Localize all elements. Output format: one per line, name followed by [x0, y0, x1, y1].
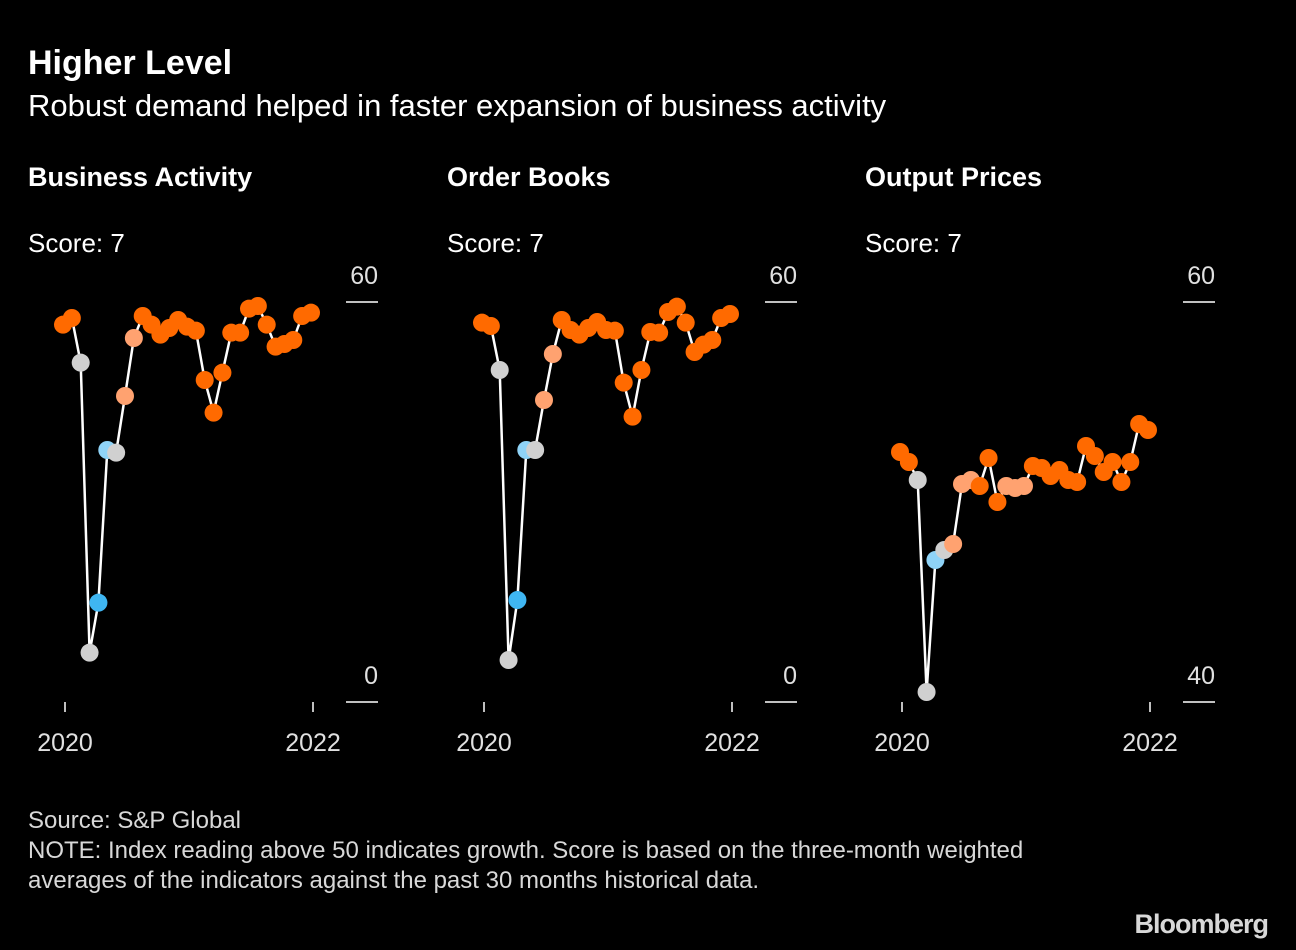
data-point	[186, 321, 205, 340]
data-point	[284, 331, 303, 349]
data-point	[248, 297, 267, 315]
y-tick-label: 0	[364, 662, 378, 690]
data-point	[89, 593, 108, 612]
data-point	[1112, 473, 1131, 491]
score-label: Score: 7	[28, 228, 125, 258]
panel-title: Output Prices	[865, 162, 1042, 192]
y-tick-label: 0	[783, 662, 797, 690]
data-point	[1015, 477, 1033, 495]
data-point	[988, 493, 1007, 511]
data-point	[535, 391, 553, 409]
data-point	[917, 683, 936, 701]
data-point	[1139, 421, 1157, 439]
data-point	[80, 643, 99, 662]
score-label: Score: 7	[865, 228, 962, 258]
data-point	[944, 535, 963, 553]
data-point	[667, 297, 686, 316]
data-point	[481, 317, 500, 335]
data-point	[490, 361, 509, 379]
data-point	[979, 449, 998, 467]
y-tick-label: 60	[769, 262, 797, 290]
data-point	[124, 329, 143, 347]
x-tick-label: 2020	[874, 729, 930, 757]
data-point	[623, 407, 642, 426]
data-point	[908, 471, 927, 489]
source: Source: S&P Global	[28, 807, 242, 834]
data-point	[650, 323, 669, 342]
data-point	[1121, 453, 1140, 471]
title: Higher Level	[28, 44, 232, 82]
panel-title: Order Books	[447, 162, 611, 192]
data-point	[676, 313, 695, 332]
x-tick-label: 2020	[37, 729, 93, 757]
data-point	[526, 441, 545, 459]
x-tick-label: 2022	[704, 729, 760, 757]
data-point	[543, 345, 562, 363]
footnote: Source: S&P Global NOTE: Index reading a…	[28, 806, 1038, 896]
x-tick-label: 2022	[1122, 729, 1178, 757]
data-point	[257, 315, 276, 334]
note: NOTE: Index reading above 50 indicates g…	[28, 837, 1024, 894]
x-tick-label: 2020	[456, 729, 512, 757]
y-tick-label: 60	[1187, 262, 1215, 290]
y-tick-label: 60	[350, 262, 378, 290]
data-point	[721, 305, 739, 323]
data-point	[899, 453, 918, 471]
subtitle: Robust demand helped in faster expansion…	[28, 88, 887, 123]
data-point	[107, 443, 126, 462]
data-point	[213, 363, 232, 382]
data-point	[605, 321, 624, 340]
data-point	[1085, 447, 1104, 465]
data-point	[614, 373, 633, 392]
brand: Bloomberg	[1134, 909, 1268, 939]
data-point	[71, 353, 90, 372]
score-label: Score: 7	[447, 228, 544, 258]
data-point	[231, 323, 250, 342]
data-point	[1103, 453, 1122, 471]
data-point	[62, 309, 81, 327]
data-point	[116, 387, 134, 405]
data-point	[499, 651, 518, 669]
x-tick-label: 2022	[285, 729, 341, 757]
panel-title: Business Activity	[28, 162, 252, 192]
data-point	[1068, 473, 1087, 491]
y-tick-label: 40	[1187, 662, 1215, 690]
data-point	[632, 361, 651, 379]
data-point	[970, 477, 989, 495]
data-point	[302, 303, 320, 322]
data-point	[508, 591, 527, 609]
data-point	[703, 331, 722, 349]
data-point	[204, 403, 223, 422]
data-point	[195, 371, 214, 389]
